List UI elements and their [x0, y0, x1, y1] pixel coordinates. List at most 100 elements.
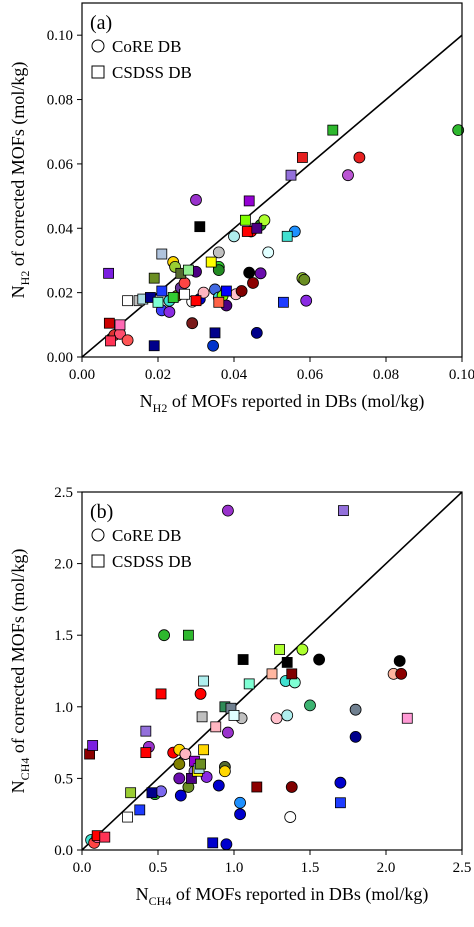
data-point-circle: [349, 730, 362, 743]
data-point-square: [152, 296, 164, 308]
plot-frame: [81, 2, 463, 358]
y-tick-label: 0.06: [47, 157, 74, 173]
data-point-square: [122, 811, 133, 823]
legend-label: CSDSS DB: [112, 63, 192, 82]
data-point-square: [103, 317, 115, 329]
data-point-circle: [334, 776, 347, 789]
data-point-circle: [178, 277, 191, 289]
data-point-square: [243, 678, 255, 690]
data-point-square: [401, 712, 413, 724]
data-point-square: [140, 747, 152, 759]
legend: CoRE DB CSDSS DB: [91, 526, 192, 571]
data-point-square: [156, 285, 168, 297]
legend-label: CoRE DB: [112, 526, 181, 545]
panel-a: 0.00 0.02 0.04 0.06 0.08 0.10 0.00 0.02 0.04 0.06…: [8, 2, 474, 415]
data-point-square: [205, 256, 217, 268]
data-point-circle: [212, 246, 225, 259]
data-point-square: [213, 296, 225, 308]
data-point-square: [210, 721, 222, 733]
x-tick-label: 0.06: [297, 367, 324, 383]
data-point-square: [114, 319, 126, 331]
data-point-circle: [173, 772, 186, 785]
legend-marker-square: [91, 554, 105, 568]
data-point-square: [125, 787, 137, 799]
panel-label: (a): [90, 12, 112, 34]
series-csdss-db: [84, 505, 413, 849]
data-point-circle: [313, 653, 326, 666]
data-point-square: [156, 248, 168, 260]
data-point-square: [228, 709, 240, 721]
data-point-square: [186, 773, 197, 784]
series-csdss-db: [103, 124, 339, 352]
data-point-square: [338, 505, 349, 517]
y-tick-label: 0.00: [47, 350, 73, 366]
data-point-circle: [174, 789, 187, 802]
data-point-square: [179, 288, 191, 300]
data-point-circle: [262, 246, 275, 259]
data-point-circle: [247, 277, 259, 289]
legend-marker-square: [91, 65, 105, 79]
data-point-circle: [298, 273, 311, 286]
data-point-square: [198, 675, 210, 687]
data-point-square: [146, 787, 158, 799]
data-point-square: [334, 797, 346, 809]
data-point-circle: [186, 317, 199, 330]
y-tick-label: 0.04: [47, 221, 74, 237]
x-tick-label: 0.0: [73, 860, 92, 876]
data-point-square: [241, 226, 253, 237]
y-tick-label: 1.0: [54, 700, 73, 716]
data-point-square: [194, 221, 206, 233]
data-point-circle: [349, 703, 362, 716]
data-point-square: [148, 340, 160, 352]
x-tick-label: 1.0: [225, 860, 244, 876]
data-point-square: [148, 272, 160, 284]
data-point-square: [99, 831, 111, 843]
data-point-square: [190, 295, 202, 307]
data-point-circle: [179, 748, 192, 760]
data-point-square: [274, 644, 286, 655]
panel-b: 0.0 0.5 1.0 1.5 2.0 2.5 0.0 0.5 1.0 1.5 2.0 2.5 (b) C…: [8, 485, 471, 908]
x-tick-label: 1.5: [301, 860, 320, 876]
data-point-circle: [200, 771, 213, 783]
data-point-square: [251, 781, 263, 793]
data-point-square: [155, 688, 167, 700]
x-tick-label: 2.5: [453, 860, 472, 876]
series-core-db: [108, 124, 465, 352]
x-axis-title: NH2 of MOFs reported in DBs (mol/kg): [140, 391, 425, 415]
legend-label: CSDSS DB: [112, 552, 192, 571]
y-axis-title: NH2 of corrected MOFs (mol/kg): [8, 62, 32, 299]
y-tick-label: 0.02: [47, 286, 73, 302]
data-point-square: [266, 668, 278, 680]
data-point-circle: [158, 629, 170, 642]
data-point-circle: [234, 796, 246, 809]
data-point-square: [140, 725, 152, 737]
x-axis-title: NCH4 of MOFs reported in DBs (mol/kg): [136, 884, 429, 908]
x-tick-label: 0.04: [221, 367, 248, 383]
data-point-square: [296, 152, 308, 163]
y-tick-label: 0.10: [47, 28, 73, 44]
y-tick-label: 0.0: [54, 843, 73, 859]
x-tick-label: 0.5: [149, 860, 168, 876]
data-point-circle: [235, 285, 248, 297]
data-point-circle: [234, 808, 246, 821]
data-point-square: [195, 758, 206, 770]
data-point-circle: [218, 765, 231, 778]
data-point-square: [277, 296, 289, 308]
data-point-square: [285, 169, 297, 181]
data-point-square: [209, 327, 221, 339]
data-point-circle: [222, 726, 234, 739]
data-point-circle: [254, 267, 267, 280]
data-point-circle: [243, 266, 256, 279]
data-point-circle: [222, 504, 234, 517]
data-point-circle: [452, 124, 465, 137]
y-tick-label: 0.5: [54, 771, 73, 787]
data-point-circle: [121, 334, 134, 347]
data-point-square: [281, 657, 293, 668]
data-point-square: [196, 711, 208, 723]
data-point-square: [281, 230, 293, 242]
data-point-circle: [207, 339, 220, 352]
data-point-circle: [395, 667, 408, 680]
x-tick-label: 0.08: [373, 367, 399, 383]
